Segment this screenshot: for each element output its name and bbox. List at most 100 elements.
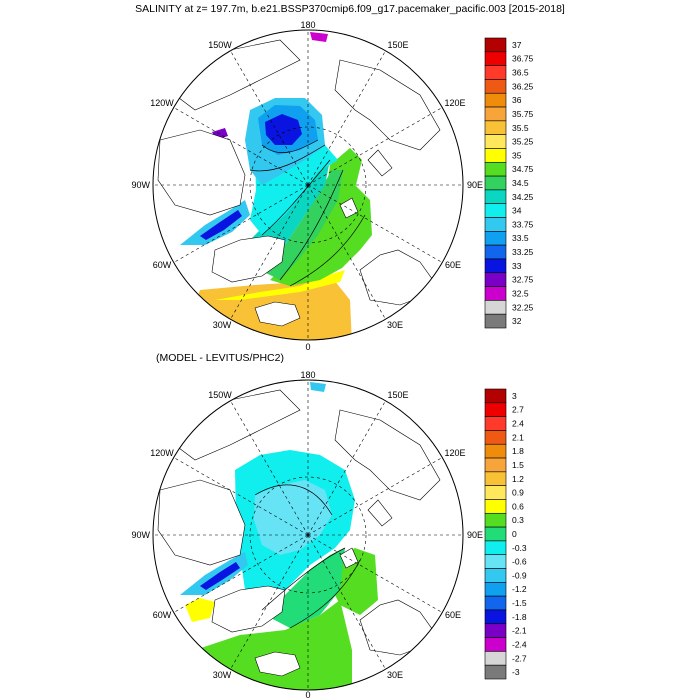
map-boundary — [152, 29, 464, 341]
lon-label-180: 180 — [300, 20, 315, 30]
colorbar-label: 36.75 — [512, 54, 534, 64]
panel-subtitle: (MODEL - LEVITUS/PHC2) — [156, 352, 284, 364]
meridian-line — [230, 50, 309, 186]
lon-label-120e: 120E — [444, 448, 465, 458]
difference-colorbar: 3 2.7 2.4 2.1 1.8 1.5 1.2 0.9 0.6 0.3 0 -0.3 -0.6 -0.… — [484, 388, 527, 680]
latitude-circle — [249, 126, 367, 244]
salinity-field-atlantic-35 — [215, 270, 345, 300]
colorbar-swatch — [484, 623, 507, 638]
colorbar-label: -1.5 — [512, 598, 527, 608]
lon-label-150w: 150W — [208, 390, 232, 400]
salinity-field-beaufort-low — [265, 114, 302, 145]
difference-field-baffin-neg — [200, 562, 240, 590]
colorbar-label: 36.5 — [512, 68, 529, 78]
colorbar-label: 33.25 — [512, 247, 534, 257]
colorbar-label: 2.1 — [512, 432, 524, 442]
meridian-line — [307, 534, 386, 670]
land-novaya-zemlya — [367, 149, 393, 177]
colorbar-label: -2.4 — [512, 639, 527, 649]
lon-label-150w: 150W — [208, 40, 232, 50]
meridian-line — [173, 534, 309, 613]
salinity-field-baffin — [180, 200, 250, 245]
colorbar-label: 1.5 — [512, 460, 524, 470]
colorbar-label: 2.4 — [512, 419, 524, 429]
difference-field-zero — [265, 548, 345, 628]
meridian-line — [307, 457, 443, 536]
lon-label-90e: 90E — [467, 180, 483, 190]
colorbar-swatch — [484, 217, 507, 232]
colorbar-swatch — [484, 651, 507, 666]
colorbar-label: -0.6 — [512, 557, 527, 567]
colorbar-label: 0.6 — [512, 501, 524, 511]
land-greenland — [211, 585, 286, 633]
colorbar-label: 34.5 — [512, 178, 529, 188]
colorbar-label: 34.25 — [512, 192, 534, 202]
salinity-colorbar: 37 36.75 36.5 36.25 36 35.75 35.5 35.25 35 34.75 3… — [484, 37, 534, 329]
contour-line — [279, 169, 344, 281]
colorbar-label: -0.9 — [512, 570, 527, 580]
colorbar-label: 35.25 — [512, 137, 534, 147]
land-svalbard — [339, 547, 359, 569]
meridian-line — [230, 534, 309, 670]
colorbar-swatch — [484, 300, 507, 315]
contour-line — [289, 214, 366, 287]
lon-label-60e: 60E — [445, 610, 461, 620]
colorbar-swatch — [484, 106, 507, 122]
colorbar-swatch — [484, 637, 507, 652]
colorbar-swatch — [484, 595, 507, 611]
colorbar-swatch — [484, 568, 507, 583]
colorbar-swatch — [484, 272, 507, 287]
colorbar-swatch — [484, 120, 507, 135]
colorbar-swatch — [484, 286, 507, 301]
colorbar-label: 37 — [512, 40, 522, 50]
colorbar-swatch — [484, 231, 507, 246]
meridian-line — [307, 400, 386, 536]
colorbar-swatch — [484, 65, 507, 80]
colorbar-label: 36.25 — [512, 81, 534, 91]
land-scandinavia — [359, 599, 441, 656]
meridian-line — [173, 457, 309, 536]
contour-line — [249, 144, 326, 172]
colorbar-label: 33.75 — [512, 219, 534, 229]
meridian-line — [230, 184, 309, 320]
difference-field-baffin — [180, 552, 248, 595]
land-greenland — [211, 235, 286, 283]
colorbar-label: 3 — [512, 391, 517, 401]
colorbar-swatch — [484, 540, 507, 556]
lon-label-0: 0 — [305, 690, 310, 700]
meridian-line — [173, 107, 309, 186]
land-canada — [157, 129, 246, 216]
lon-label-90w: 90W — [131, 180, 150, 190]
colorbar-swatch — [484, 175, 507, 191]
meridian-line — [173, 184, 309, 263]
salinity-field-baffin-fresh — [200, 210, 242, 240]
lon-label-90e: 90E — [467, 530, 483, 540]
colorbar-label: 35.75 — [512, 109, 534, 119]
colorbar-label: -2.1 — [512, 626, 527, 636]
lon-label-150e: 150E — [387, 390, 408, 400]
colorbar-swatch — [484, 471, 507, 486]
colorbar-label: 32.5 — [512, 288, 529, 298]
lon-label-150e: 150E — [387, 40, 408, 50]
salinity-field-bering — [310, 32, 328, 42]
meridian-line — [307, 107, 443, 186]
difference-field-atlantic-yellow — [185, 598, 215, 622]
colorbar-label: -1.2 — [512, 584, 527, 594]
lon-label-30w: 30W — [213, 670, 232, 680]
colorbar-label: 32.25 — [512, 302, 534, 312]
land-alaska — [174, 39, 301, 111]
lon-label-30w: 30W — [213, 320, 232, 330]
colorbar-label: -2.7 — [512, 653, 527, 663]
lon-label-60w: 60W — [153, 610, 172, 620]
colorbar-label: 33 — [512, 261, 522, 271]
land-novaya-zemlya — [367, 499, 393, 527]
colorbar-swatch — [484, 161, 507, 177]
colorbar-label: 34 — [512, 206, 522, 216]
colorbar-swatch — [484, 664, 507, 680]
colorbar-swatch — [484, 244, 507, 260]
lon-label-90w: 90W — [131, 530, 150, 540]
colorbar-label: -0.3 — [512, 543, 527, 553]
colorbar-swatch — [484, 582, 507, 597]
colorbar-label: 0.3 — [512, 515, 524, 525]
